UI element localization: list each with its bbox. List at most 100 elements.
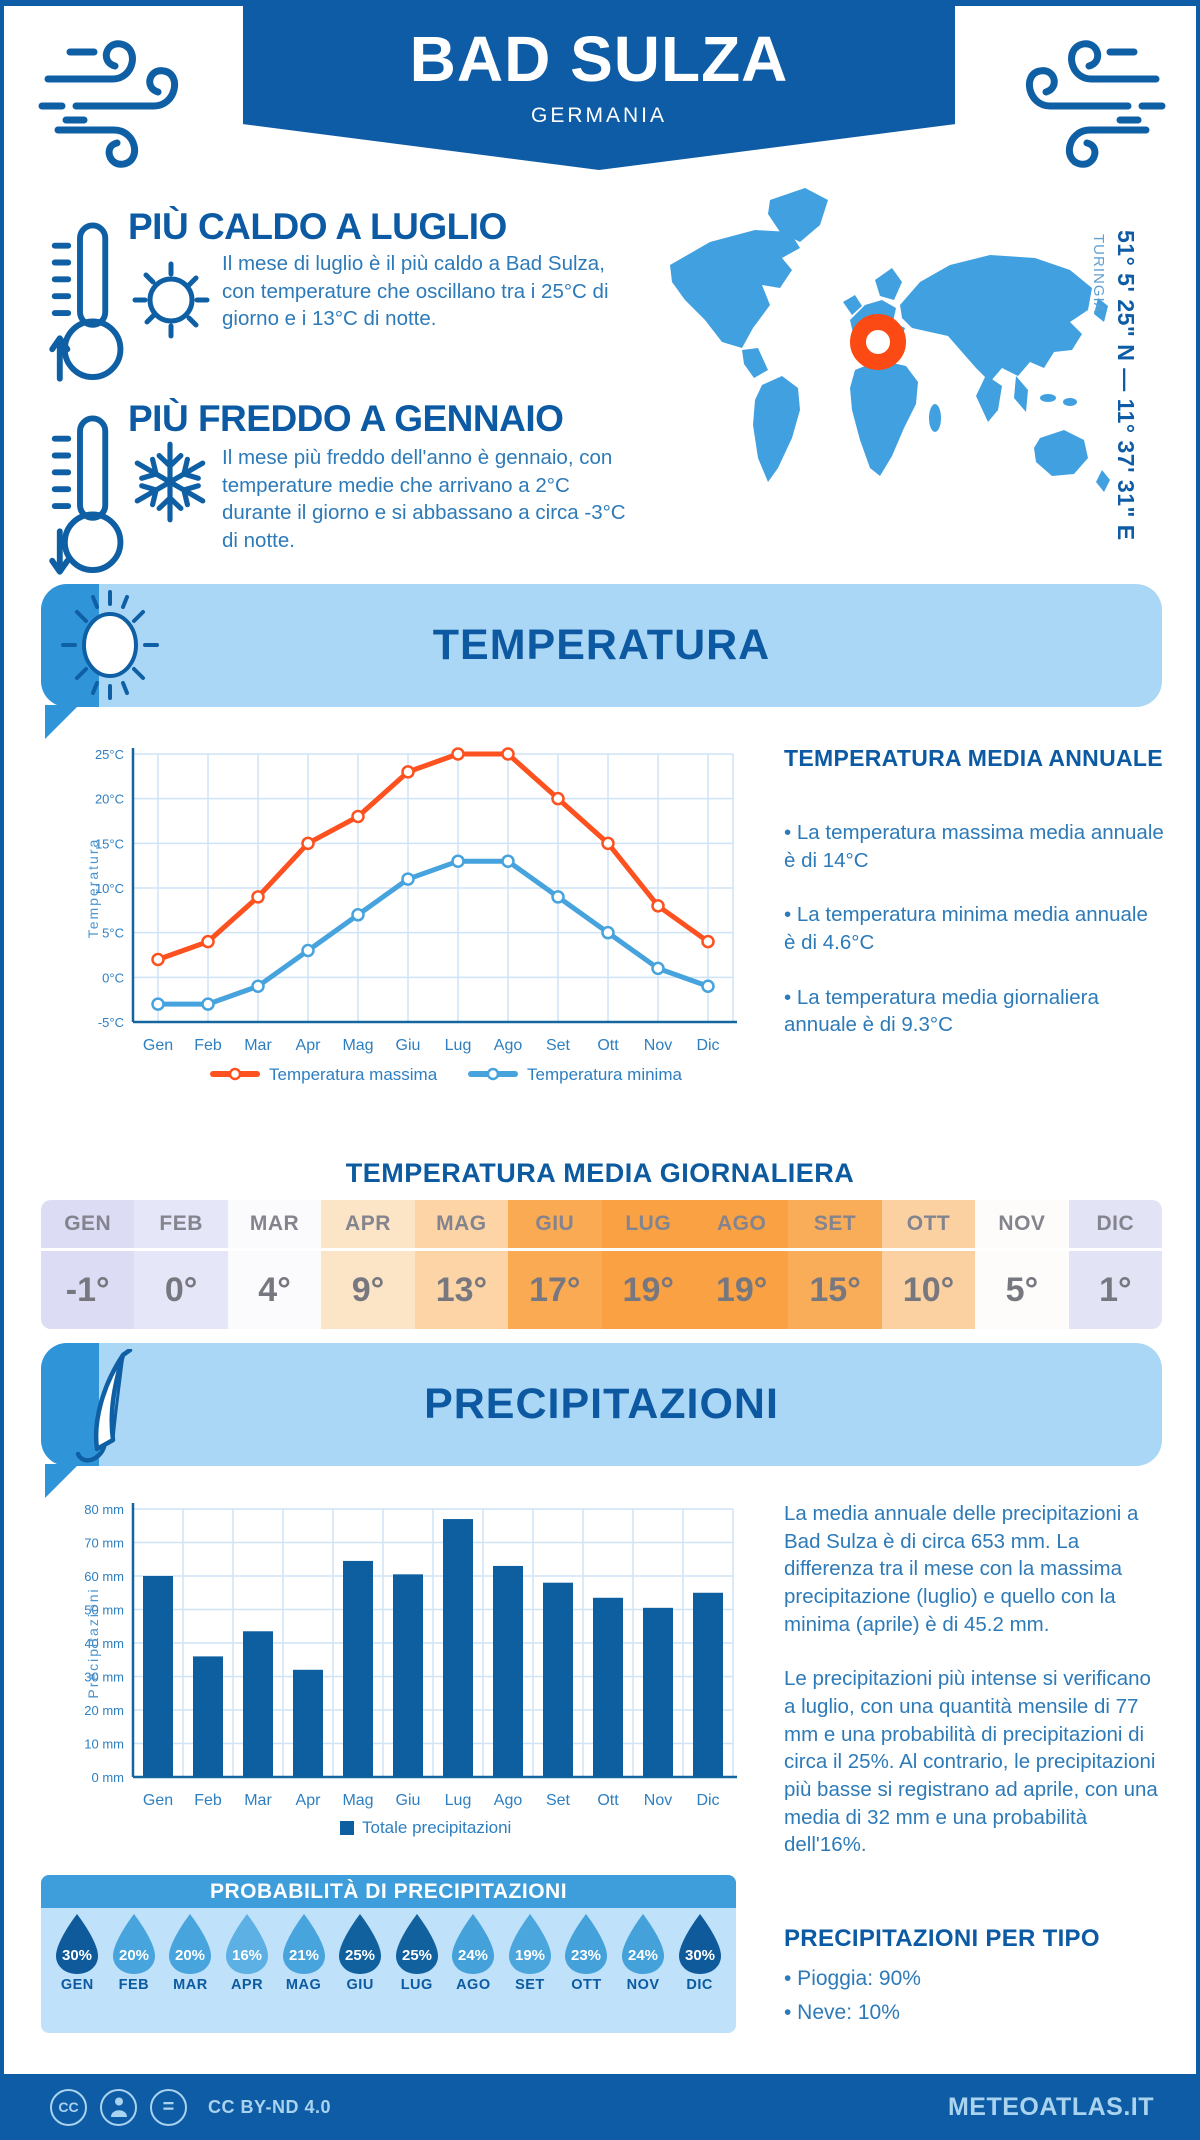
droplet-month: FEB bbox=[118, 1977, 150, 1993]
svg-text:20 mm: 20 mm bbox=[85, 1703, 124, 1718]
droplet-month: LUG bbox=[400, 1977, 433, 1993]
svg-text:Apr: Apr bbox=[296, 1037, 322, 1054]
droplet-month: NOV bbox=[626, 1977, 660, 1993]
droplet-icon: 23% bbox=[565, 1914, 608, 1974]
coldest-title: PIÙ FREDDO A GENNAIO bbox=[128, 398, 564, 439]
svg-text:Ott: Ott bbox=[597, 1037, 619, 1054]
droplet-value: 24% bbox=[458, 1947, 488, 1964]
value-cell: 5° bbox=[975, 1251, 1069, 1329]
world-map bbox=[670, 188, 1110, 492]
value-cell: 1° bbox=[1068, 1251, 1163, 1329]
droplet-set: 19% SET bbox=[502, 1913, 559, 1993]
month-cell: MAG bbox=[414, 1200, 509, 1248]
header-banner: BAD SULZA GERMANIA bbox=[243, 0, 955, 170]
svg-text:Ott: Ott bbox=[597, 1792, 619, 1809]
month-cell: NOV bbox=[975, 1200, 1069, 1248]
droplet-month: DIC bbox=[686, 1977, 713, 1993]
svg-text:Apr: Apr bbox=[296, 1792, 322, 1809]
droplet-month: GIU bbox=[346, 1977, 374, 1993]
svg-text:80 mm: 80 mm bbox=[85, 1502, 124, 1517]
droplet-month: OTT bbox=[571, 1977, 602, 1993]
cc-icon: CC bbox=[50, 2088, 87, 2126]
precipitation-banner-title: PRECIPITAZIONI bbox=[424, 1380, 779, 1428]
svg-text:Dic: Dic bbox=[696, 1792, 719, 1809]
droplet-value: 21% bbox=[289, 1947, 319, 1964]
droplet-ago: 24% AGO bbox=[445, 1913, 502, 1993]
temperature-banner-title: TEMPERATURA bbox=[432, 621, 771, 669]
site-label: METEOATLAS.IT bbox=[947, 2092, 1154, 2121]
location-marker-icon bbox=[850, 314, 906, 370]
svg-text:15°C: 15°C bbox=[95, 836, 124, 851]
value-cell: 0° bbox=[134, 1251, 228, 1329]
value-cell: 19° bbox=[601, 1251, 695, 1329]
wind-icon bbox=[38, 40, 178, 168]
droplet-value: 20% bbox=[175, 1947, 205, 1964]
droplet-apr: 16% APR bbox=[219, 1913, 276, 1993]
probability-box: PROBABILITÀ DI PRECIPITAZIONI 30% GEN 20% F… bbox=[41, 1875, 736, 2033]
value-cell: 4° bbox=[227, 1251, 322, 1329]
droplet-month: AGO bbox=[456, 1977, 491, 1993]
types-title: PRECIPITAZIONI PER TIPO bbox=[784, 1925, 1100, 1952]
svg-text:Precipitazioni: Precipitazioni bbox=[85, 1587, 101, 1698]
svg-text:Lug: Lug bbox=[445, 1037, 472, 1054]
thermometer-up-icon bbox=[49, 222, 124, 382]
probability-droplets: 30% GEN 20% FEB 20% MAR 16% APR 21% MAG 25% GIU 25% L… bbox=[41, 1908, 736, 1993]
droplet-month: MAR bbox=[173, 1977, 208, 1993]
svg-text:-5°C: -5°C bbox=[98, 1015, 124, 1030]
license-label: CC BY-ND 4.0 bbox=[208, 2096, 332, 2117]
svg-text:Ago: Ago bbox=[494, 1792, 523, 1809]
svg-text:10°C: 10°C bbox=[95, 881, 124, 896]
droplet-value: 16% bbox=[232, 1947, 262, 1964]
precipitation-paragraph-2: Le precipitazioni più intense si verific… bbox=[784, 1667, 1158, 1857]
month-cell: AGO bbox=[694, 1200, 789, 1248]
svg-text:Gen: Gen bbox=[143, 1792, 173, 1809]
value-cell: 19° bbox=[694, 1251, 789, 1329]
table-column-nov: NOV 5° bbox=[975, 1200, 1069, 1329]
svg-text:Gen: Gen bbox=[143, 1037, 173, 1054]
svg-text:Ago: Ago bbox=[494, 1037, 523, 1054]
svg-text:Feb: Feb bbox=[194, 1037, 222, 1054]
droplet-icon: 30% bbox=[56, 1914, 99, 1974]
droplet-gen: 30% GEN bbox=[49, 1913, 106, 1993]
svg-text:10 mm: 10 mm bbox=[85, 1737, 124, 1752]
month-cell: GEN bbox=[41, 1200, 135, 1248]
type-bullet-rain: • Pioggia: 90% bbox=[784, 1967, 921, 1990]
svg-text:50 mm: 50 mm bbox=[85, 1603, 124, 1618]
svg-text:5°C: 5°C bbox=[102, 926, 124, 941]
droplet-feb: 20% FEB bbox=[106, 1913, 163, 1993]
droplet-icon: 21% bbox=[282, 1914, 325, 1974]
droplet-icon: 25% bbox=[339, 1914, 382, 1974]
coordinates-label: 51° 5' 25" N — 11° 37' 31" E bbox=[1113, 230, 1139, 541]
umbrella-icon bbox=[75, 1349, 133, 1463]
table-column-set: SET 15° bbox=[788, 1200, 882, 1329]
table-column-mar: MAR 4° bbox=[227, 1200, 322, 1329]
svg-text:0°C: 0°C bbox=[102, 970, 124, 985]
hottest-title: PIÙ CALDO A LUGLIO bbox=[128, 206, 507, 247]
footer: CC = CC BY-ND 4.0 METEOATLAS.IT bbox=[0, 2074, 1200, 2140]
droplet-month: SET bbox=[515, 1977, 545, 1993]
annual-temperature-block: TEMPERATURA MEDIA ANNUALE • La temperatu… bbox=[784, 745, 1164, 1066]
type-bullet-snow: • Neve: 10% bbox=[784, 2001, 900, 2024]
coldest-paragraph: Il mese più freddo dell'anno è gennaio, … bbox=[222, 446, 626, 553]
droplet-mag: 21% MAG bbox=[275, 1913, 332, 1993]
value-cell: 9° bbox=[321, 1251, 415, 1329]
droplet-value: 30% bbox=[685, 1947, 715, 1964]
hottest-paragraph: Il mese di luglio è il più caldo a Bad S… bbox=[222, 252, 609, 331]
droplet-icon: 24% bbox=[622, 1914, 665, 1974]
svg-text:Giu: Giu bbox=[396, 1037, 421, 1054]
daily-table: GEN -1° FEB 0° MAR 4° APR 9° MAG 13° GIU 17° LUG 19° A… bbox=[41, 1200, 1163, 1329]
droplet-icon: 20% bbox=[169, 1914, 212, 1974]
svg-text:Mar: Mar bbox=[244, 1792, 272, 1809]
svg-text:Nov: Nov bbox=[644, 1792, 672, 1809]
month-cell: APR bbox=[321, 1200, 415, 1248]
svg-text:Feb: Feb bbox=[194, 1792, 222, 1809]
svg-text:60 mm: 60 mm bbox=[85, 1569, 124, 1584]
region-label: TURINGIA bbox=[1090, 234, 1107, 314]
svg-text:Lug: Lug bbox=[445, 1792, 472, 1809]
table-column-gen: GEN -1° bbox=[41, 1200, 135, 1329]
svg-text:25°C: 25°C bbox=[95, 747, 124, 762]
svg-text:Dic: Dic bbox=[696, 1037, 719, 1054]
droplet-icon: 16% bbox=[226, 1914, 269, 1974]
droplet-dic: 30% DIC bbox=[671, 1913, 728, 1993]
